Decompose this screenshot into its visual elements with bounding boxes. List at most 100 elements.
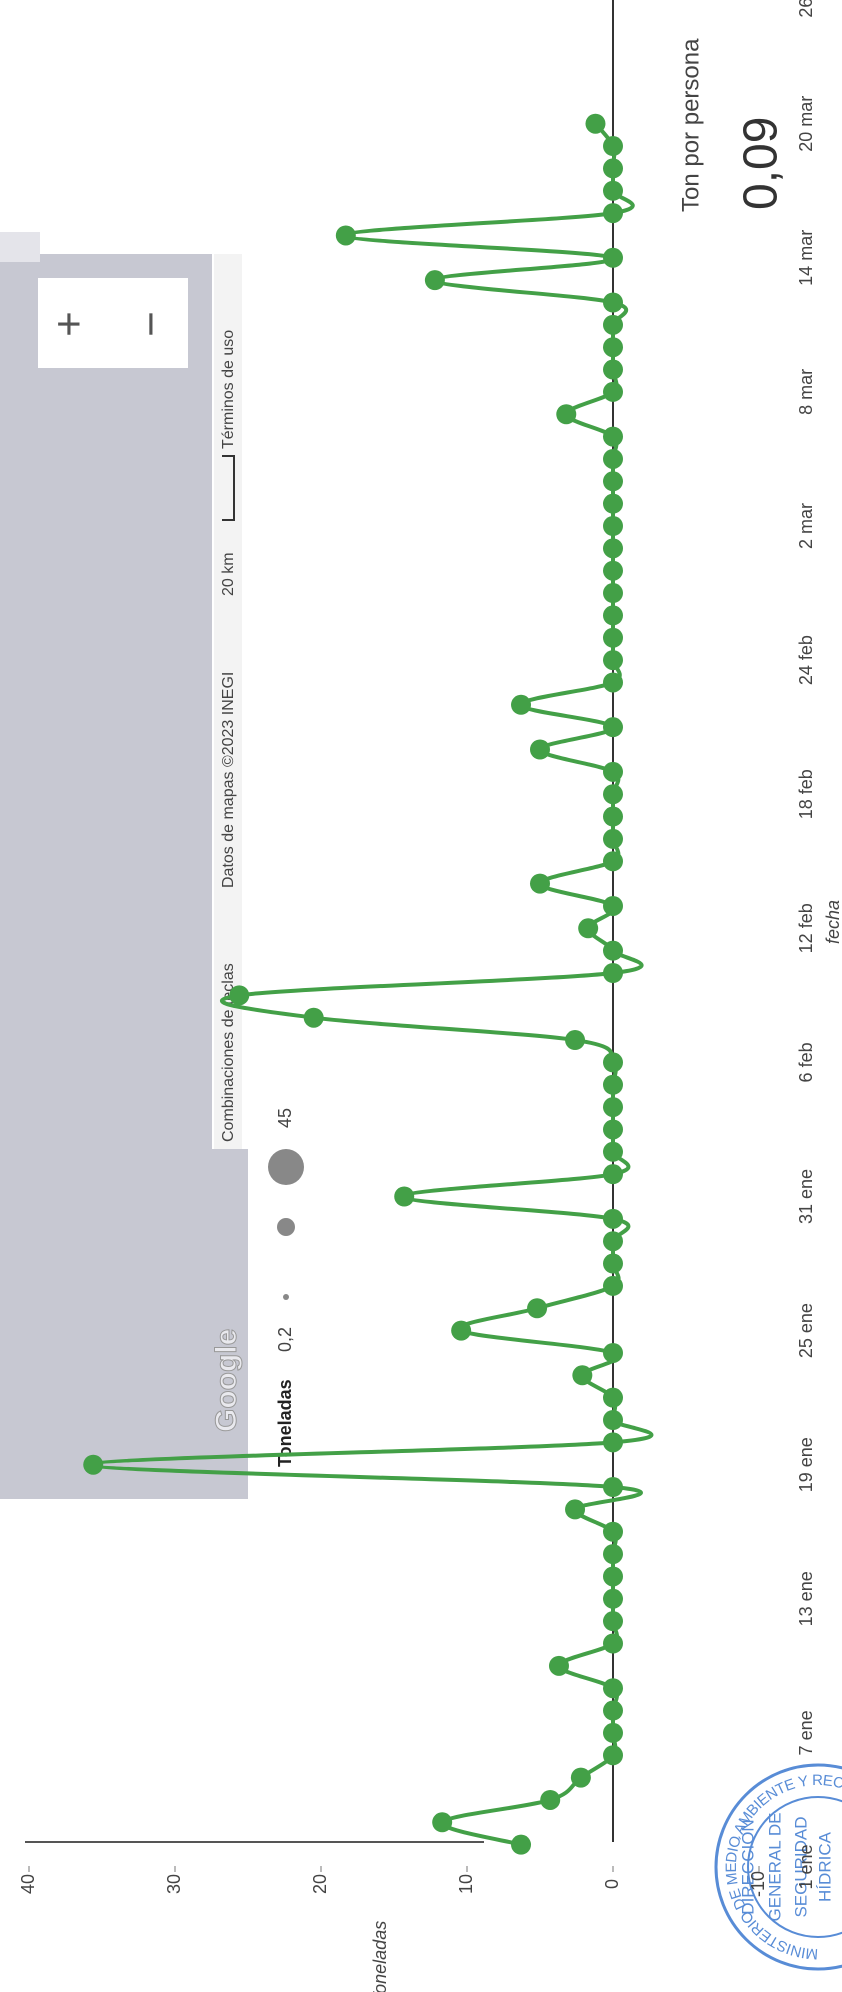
x-tick-label: 6 feb xyxy=(796,1042,816,1082)
data-point xyxy=(603,717,623,738)
data-point xyxy=(603,1678,623,1699)
data-point xyxy=(603,493,623,514)
data-point xyxy=(603,516,623,536)
data-point xyxy=(572,1365,593,1386)
x-tick-label: 31 ene xyxy=(796,1169,816,1224)
stamp-line: GENERAL DE xyxy=(765,1813,784,1922)
data-point xyxy=(603,1253,623,1274)
data-point xyxy=(603,1566,623,1587)
data-point xyxy=(603,672,623,693)
data-point xyxy=(603,1745,623,1766)
data-point xyxy=(603,180,623,201)
data-point xyxy=(424,270,445,291)
y-tick-label: 10 xyxy=(456,1874,476,1894)
data-point xyxy=(303,1007,324,1028)
stamp: MINISTERIO DE MEDIO AMBIENTE Y RECURSOS … xyxy=(714,1763,842,1971)
data-point xyxy=(603,448,623,469)
x-tick-label: 8 mar xyxy=(796,369,816,415)
map-logo: Google xyxy=(210,1329,243,1432)
x-tick-label: 7 ene xyxy=(796,1710,816,1755)
data-point xyxy=(603,627,623,648)
y-tick-label: 0 xyxy=(602,1879,622,1889)
legend-dot xyxy=(277,1218,295,1236)
data-point xyxy=(603,538,623,559)
data-point xyxy=(432,1812,453,1833)
stamp-line: DIRECCIÓN xyxy=(738,1819,757,1914)
x-tick-label: 12 feb xyxy=(796,903,816,953)
data-point xyxy=(603,314,623,335)
data-point xyxy=(603,1633,623,1654)
x-tick-label: 2 mar xyxy=(796,503,816,549)
legend-max: 45 xyxy=(275,1108,295,1128)
data-point xyxy=(603,583,623,604)
zoom-in[interactable]: + xyxy=(45,311,94,337)
data-point xyxy=(83,1454,104,1475)
data-point xyxy=(603,337,623,358)
data-point xyxy=(603,158,623,179)
data-point xyxy=(603,940,623,961)
map-area[interactable] xyxy=(212,1149,248,1499)
kpi-value: 0,09 xyxy=(735,117,788,210)
map-shortcuts[interactable]: Combinaciones de teclas xyxy=(220,963,237,1142)
map-area[interactable] xyxy=(0,254,212,1499)
data-point xyxy=(603,292,623,313)
y-tick-label: 30 xyxy=(164,1874,184,1894)
data-point xyxy=(603,560,623,581)
x-tick-label: 25 ene xyxy=(796,1303,816,1358)
data-point xyxy=(603,1722,623,1743)
scale-bar xyxy=(222,455,235,521)
data-point xyxy=(603,1164,623,1185)
data-point xyxy=(603,605,623,626)
x-tick-label: 20 mar xyxy=(796,96,816,152)
data-point xyxy=(603,1387,623,1408)
stamp-ring xyxy=(714,1763,842,1971)
data-point xyxy=(603,806,623,827)
data-point xyxy=(578,918,599,939)
data-point xyxy=(530,739,550,760)
stamp-ring xyxy=(747,1796,842,1938)
data-point xyxy=(603,895,623,916)
zoom-out[interactable]: − xyxy=(127,311,176,337)
data-point xyxy=(585,113,606,134)
data-point xyxy=(540,1789,561,1810)
data-point xyxy=(603,1141,623,1162)
data-point xyxy=(603,381,623,402)
legend-dot xyxy=(283,1294,289,1300)
data-point xyxy=(603,650,623,671)
y-tick-label: -10 xyxy=(748,1871,768,1897)
data-point xyxy=(335,225,356,246)
data-point xyxy=(603,1410,623,1430)
x-tick-label: 24 feb xyxy=(796,635,816,685)
data-point xyxy=(603,203,623,224)
data-point xyxy=(603,1611,623,1632)
data-point xyxy=(603,784,623,805)
data-point xyxy=(603,828,623,849)
data-point xyxy=(603,1275,623,1296)
stamp-line: HÍDRICA xyxy=(815,1831,834,1902)
data-point xyxy=(603,1208,623,1229)
data-point xyxy=(603,1119,623,1140)
data-point xyxy=(603,1432,623,1453)
data-point xyxy=(603,1477,623,1498)
data-point xyxy=(565,1030,586,1051)
map-attribution: Datos de mapas ©2023 INEGI xyxy=(220,672,237,888)
data-point xyxy=(603,1521,623,1542)
x-tick-label: 18 feb xyxy=(796,769,816,819)
data-point xyxy=(511,1834,532,1855)
legend-title: Toneladas xyxy=(275,1379,295,1467)
data-point xyxy=(603,247,623,268)
x-tick-label: 1 ene xyxy=(796,1844,816,1889)
data-point xyxy=(603,1074,623,1095)
data-point xyxy=(229,985,250,1006)
data-point xyxy=(603,1700,623,1721)
data-point xyxy=(603,1097,623,1118)
data-point xyxy=(527,1298,548,1319)
data-point xyxy=(603,851,623,872)
data-point xyxy=(603,1231,623,1252)
data-point xyxy=(603,471,623,492)
data-point xyxy=(511,694,532,715)
data-point xyxy=(603,426,623,447)
data-point xyxy=(603,359,623,380)
map-terms[interactable]: Términos de uso xyxy=(220,330,237,449)
